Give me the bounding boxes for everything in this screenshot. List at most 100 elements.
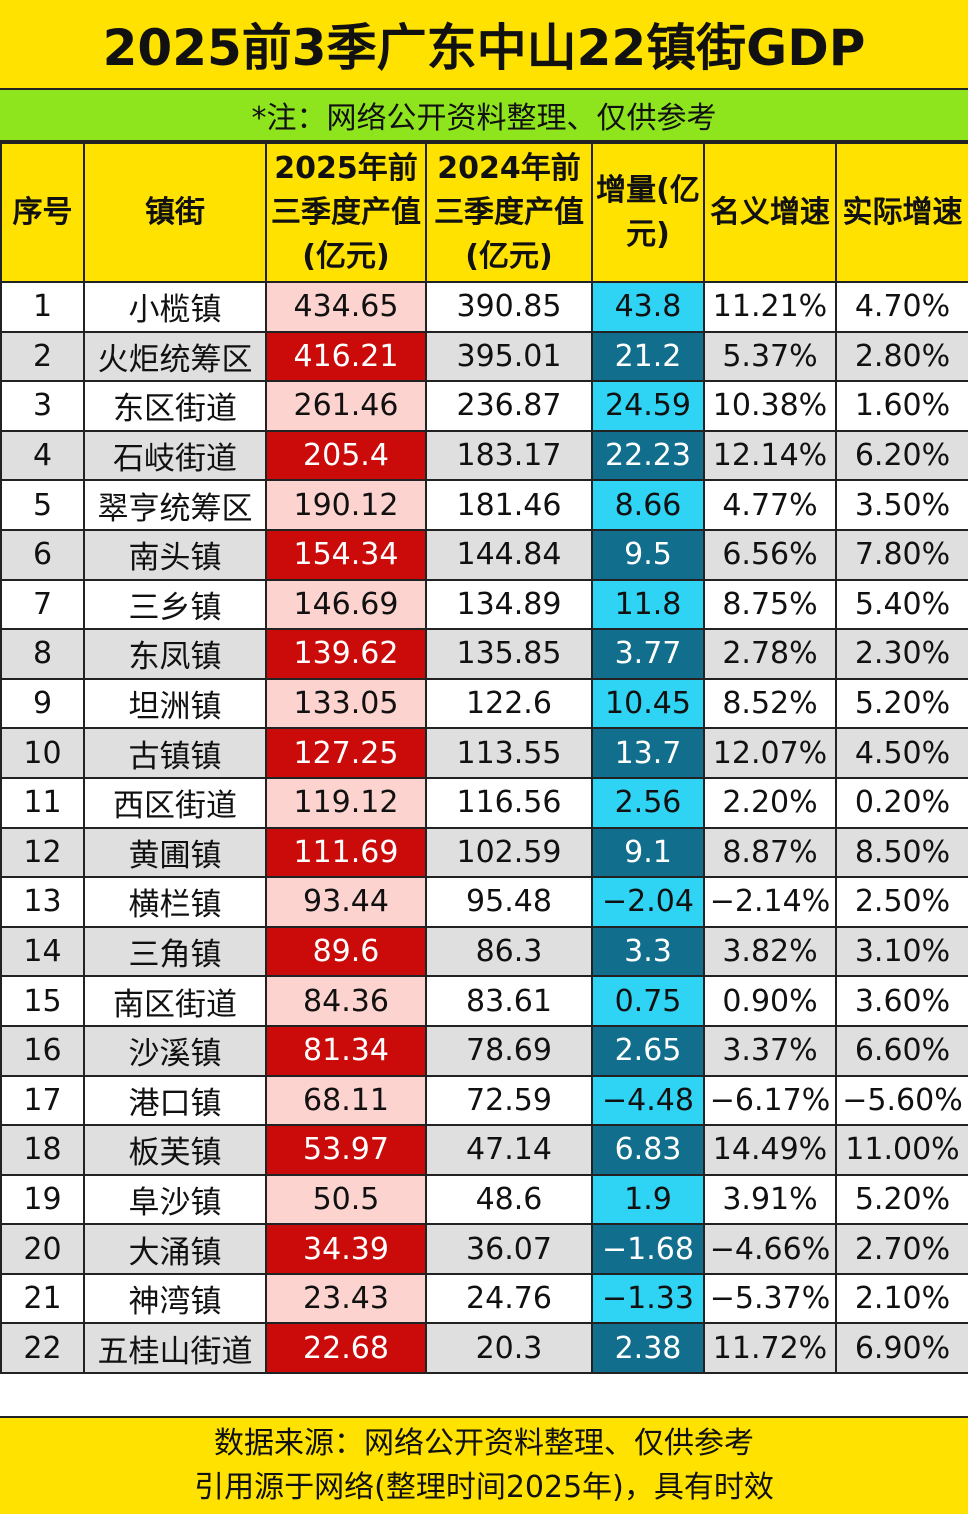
cell-2025-output: 434.65 — [265, 281, 427, 333]
header-2025-output: 2025年前三季度产值(亿元) — [265, 142, 427, 283]
table-row: 3 东区街道 261.46 236.87 24.59 10.38% 1.60% — [0, 380, 968, 432]
cell-no: 6 — [0, 528, 85, 581]
table-row: 5 翠亨统筹区 190.12 181.46 8.66 4.77% 3.50% — [0, 479, 968, 531]
header-row: 序号 镇街 2025年前三季度产值(亿元) 2024年前三季度产值(亿元) 增量… — [0, 142, 968, 283]
cell-2024-output: 144.84 — [425, 528, 593, 581]
cell-2025-output: 89.6 — [265, 925, 427, 978]
header-nominal-growth: 名义增速 — [703, 142, 837, 283]
cell-2025-output: 50.5 — [265, 1173, 427, 1226]
cell-increase: 2.38 — [591, 1322, 705, 1375]
cell-2024-output: 135.85 — [425, 628, 593, 680]
cell-nominal-growth: −2.14% — [703, 876, 837, 928]
cell-2025-output: 146.69 — [265, 578, 427, 631]
cell-no: 2 — [0, 330, 85, 383]
cell-increase: 3.3 — [591, 925, 705, 978]
table-row: 16 沙溪镇 81.34 78.69 2.65 3.37% 6.60% — [0, 1024, 968, 1077]
table-row: 14 三角镇 89.6 86.3 3.3 3.82% 3.10% — [0, 925, 968, 978]
cell-increase: 9.5 — [591, 528, 705, 581]
cell-name: 石岐街道 — [83, 429, 267, 482]
header-2024-output: 2024年前三季度产值(亿元) — [425, 142, 593, 283]
cell-increase: 1.9 — [591, 1173, 705, 1226]
cell-real-growth: 7.80% — [835, 528, 968, 581]
cell-no: 15 — [0, 975, 85, 1027]
cell-real-growth: 2.30% — [835, 628, 968, 680]
cell-no: 17 — [0, 1074, 85, 1127]
cell-2024-output: 86.3 — [425, 925, 593, 978]
cell-real-growth: 5.40% — [835, 578, 968, 631]
cell-real-growth: 6.20% — [835, 429, 968, 482]
cell-no: 4 — [0, 429, 85, 482]
cell-name: 三乡镇 — [83, 578, 267, 631]
cell-increase: 21.2 — [591, 330, 705, 383]
cell-name: 坦洲镇 — [83, 677, 267, 730]
cell-2024-output: 36.07 — [425, 1223, 593, 1275]
cell-increase: −4.48 — [591, 1074, 705, 1127]
cell-real-growth: 6.90% — [835, 1322, 968, 1375]
cell-real-growth: 5.20% — [835, 1173, 968, 1226]
cell-no: 12 — [0, 826, 85, 879]
table-row: 18 板芙镇 53.97 47.14 6.83 14.49% 11.00% — [0, 1124, 968, 1176]
cell-2025-output: 84.36 — [265, 975, 427, 1027]
cell-nominal-growth: −4.66% — [703, 1223, 837, 1275]
cell-increase: 22.23 — [591, 429, 705, 482]
cell-2025-output: 93.44 — [265, 876, 427, 928]
table-row: 1 小榄镇 434.65 390.85 43.8 11.21% 4.70% — [0, 281, 968, 333]
cell-no: 11 — [0, 776, 85, 829]
cell-nominal-growth: 3.91% — [703, 1173, 837, 1226]
cell-real-growth: 0.20% — [835, 776, 968, 829]
cell-no: 16 — [0, 1024, 85, 1077]
cell-2025-output: 68.11 — [265, 1074, 427, 1127]
source-footer: 数据来源：网络公开资料整理、仅供参考 引用源于网络(整理时间2025年)，具有时… — [0, 1416, 968, 1514]
cell-real-growth: 5.20% — [835, 677, 968, 730]
cell-no: 22 — [0, 1322, 85, 1375]
cell-name: 南头镇 — [83, 528, 267, 581]
table-row: 7 三乡镇 146.69 134.89 11.8 8.75% 5.40% — [0, 578, 968, 631]
cell-real-growth: 4.50% — [835, 727, 968, 779]
header-no: 序号 — [0, 142, 85, 283]
cell-no: 8 — [0, 628, 85, 680]
cell-2025-output: 190.12 — [265, 479, 427, 531]
cell-name: 东凤镇 — [83, 628, 267, 680]
cell-nominal-growth: 10.38% — [703, 380, 837, 432]
cell-no: 3 — [0, 380, 85, 432]
cell-no: 21 — [0, 1272, 85, 1325]
cell-increase: 2.65 — [591, 1024, 705, 1077]
cell-nominal-growth: 11.72% — [703, 1322, 837, 1375]
table-row: 10 古镇镇 127.25 113.55 13.7 12.07% 4.50% — [0, 727, 968, 779]
cell-2024-output: 47.14 — [425, 1124, 593, 1176]
table-row: 9 坦洲镇 133.05 122.6 10.45 8.52% 5.20% — [0, 677, 968, 730]
cell-name: 西区街道 — [83, 776, 267, 829]
table-row: 21 神湾镇 23.43 24.76 −1.33 −5.37% 2.10% — [0, 1272, 968, 1325]
cell-2024-output: 395.01 — [425, 330, 593, 383]
table-row: 20 大涌镇 34.39 36.07 −1.68 −4.66% 2.70% — [0, 1223, 968, 1275]
header-real-growth: 实际增速 — [835, 142, 968, 283]
cell-name: 五桂山街道 — [83, 1322, 267, 1375]
cell-name: 港口镇 — [83, 1074, 267, 1127]
cell-nominal-growth: 8.52% — [703, 677, 837, 730]
cell-nominal-growth: 0.90% — [703, 975, 837, 1027]
cell-nominal-growth: 11.21% — [703, 281, 837, 333]
cell-nominal-growth: 5.37% — [703, 330, 837, 383]
cell-2024-output: 83.61 — [425, 975, 593, 1027]
cell-no: 7 — [0, 578, 85, 631]
cell-2024-output: 78.69 — [425, 1024, 593, 1077]
cell-name: 横栏镇 — [83, 876, 267, 928]
cell-name: 黄圃镇 — [83, 826, 267, 879]
cell-no: 5 — [0, 479, 85, 531]
cell-increase: −1.33 — [591, 1272, 705, 1325]
cell-2024-output: 48.6 — [425, 1173, 593, 1226]
cell-2025-output: 119.12 — [265, 776, 427, 829]
cell-2025-output: 261.46 — [265, 380, 427, 432]
cell-name: 东区街道 — [83, 380, 267, 432]
cell-nominal-growth: −5.37% — [703, 1272, 837, 1325]
table-row: 19 阜沙镇 50.5 48.6 1.9 3.91% 5.20% — [0, 1173, 968, 1226]
cell-real-growth: 2.70% — [835, 1223, 968, 1275]
cell-no: 1 — [0, 281, 85, 333]
table-row: 6 南头镇 154.34 144.84 9.5 6.56% 7.80% — [0, 528, 968, 581]
table-row: 2 火炬统筹区 416.21 395.01 21.2 5.37% 2.80% — [0, 330, 968, 383]
cell-nominal-growth: 2.20% — [703, 776, 837, 829]
cell-2025-output: 111.69 — [265, 826, 427, 879]
cell-name: 阜沙镇 — [83, 1173, 267, 1226]
cell-real-growth: 8.50% — [835, 826, 968, 879]
cell-2024-output: 116.56 — [425, 776, 593, 829]
